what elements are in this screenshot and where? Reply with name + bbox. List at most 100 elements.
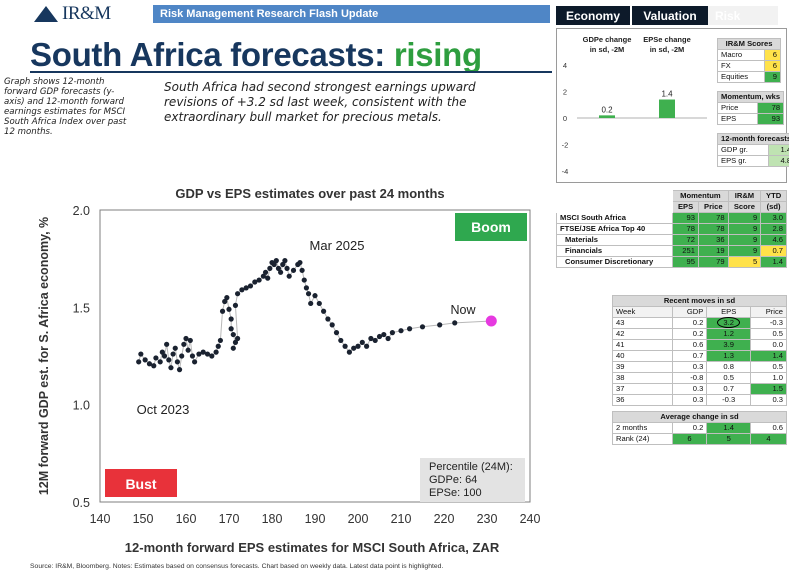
x-axis-ticks: 140 150 160 170 180 190 200 210 220 230 240 [90, 512, 541, 526]
data-point [213, 349, 219, 355]
data-point [196, 351, 202, 357]
mini-bar-eps [659, 99, 675, 118]
data-point [159, 349, 165, 355]
mini-header-eps-l2: in sd, -2M [650, 45, 685, 54]
tab-risk[interactable]: Risk [708, 6, 778, 25]
table-row: 39 0.3 0.8 0.5 [612, 361, 787, 373]
data-point [385, 335, 391, 342]
data-point [168, 365, 174, 371]
data-point [278, 269, 284, 275]
data-point [368, 335, 374, 342]
x-tick-label: 240 [520, 512, 541, 526]
momentum-wks-title: Momentum, wks [716, 91, 785, 103]
x-axis-label: 12-month forward EPS estimates for MSCI … [125, 540, 500, 555]
momentum-header: Momentum [672, 190, 729, 202]
data-point [228, 316, 234, 322]
data-point [301, 277, 307, 283]
lead-paragraph: South Africa had second strongest earnin… [164, 80, 476, 124]
x-tick-label: 150 [133, 512, 154, 526]
logo-text: IR&M [62, 3, 111, 24]
data-point [151, 363, 157, 369]
data-point [230, 331, 236, 338]
avg-change-title: Average change in sd [612, 411, 787, 423]
data-point [247, 283, 254, 289]
title-rule [30, 71, 552, 73]
table-row: MSCI South Africa 93 78 9 3.0 [555, 212, 787, 224]
score-label: Macro [716, 49, 766, 61]
y-tick-label: 1.5 [73, 301, 90, 315]
data-point [176, 367, 183, 373]
table-row: 37 0.3 0.7 1.5 [612, 383, 787, 395]
table-row: 40 0.7 1.3 1.4 [612, 350, 787, 362]
data-point [217, 337, 223, 344]
eps-header: EPS [706, 306, 752, 318]
momentum-table: Momentum IR&M YTD EPS Price Score (sd) M… [555, 190, 787, 268]
data-point [280, 261, 286, 268]
price-header: Price [697, 201, 729, 213]
forecast-label: EPS gr. [717, 155, 769, 167]
data-point [282, 258, 288, 264]
data-point [452, 320, 458, 326]
title-main: South Africa forecasts: [30, 36, 394, 73]
y-axis-ticks: 0.5 1.0 1.5 2.0 [73, 204, 90, 510]
main-scatter-chart: GDP vs EPS estimates over past 24 months… [37, 186, 541, 555]
score-label: FX [716, 60, 766, 72]
data-point [136, 359, 142, 365]
forecast-value: 1.4 [767, 144, 789, 156]
data-point [185, 347, 191, 353]
x-tick-label: 200 [348, 512, 369, 526]
x-tick-label: 160 [176, 512, 197, 526]
gdp-header: GDP [671, 306, 708, 318]
page-title: South Africa forecasts: rising [30, 36, 482, 74]
data-point [359, 339, 365, 345]
mini-y-tick: 0 [563, 114, 567, 123]
side-note: Graph shows 12-month forward GDP forecas… [4, 77, 127, 137]
data-point [286, 273, 292, 279]
data-point [235, 291, 241, 297]
data-point [346, 349, 352, 355]
data-point [200, 349, 206, 355]
chart-title: GDP vs EPS estimates over past 24 months [175, 186, 444, 201]
data-point [407, 326, 413, 332]
data-point [215, 343, 221, 349]
data-point [398, 328, 404, 334]
footer-note: Source: IR&M, Bloomberg. Notes: Estimate… [30, 563, 444, 570]
percentile-box [420, 458, 525, 502]
x-tick-label: 140 [90, 512, 111, 526]
now-point [485, 315, 497, 327]
mini-header-gdp-l2: in sd, -2M [590, 45, 625, 54]
bust-label: Bust [125, 476, 156, 492]
data-point [297, 259, 303, 266]
tab-valuation[interactable]: Valuation [632, 6, 708, 25]
x-tick-label: 220 [434, 512, 455, 526]
data-point [351, 345, 357, 351]
week-header: Week [612, 306, 673, 318]
data-point [204, 351, 211, 357]
section-tabs: Economy Valuation Risk [556, 6, 778, 25]
data-point [419, 324, 426, 330]
data-point [164, 341, 170, 347]
table-row: 43 0.2 3.2 -0.3 [612, 317, 787, 329]
mini-y-tick: 4 [563, 61, 567, 70]
momentum-value: 93 [757, 113, 785, 125]
data-point [232, 339, 239, 345]
data-point [222, 298, 228, 305]
tab-economy[interactable]: Economy [556, 6, 630, 25]
title-accent: rising [393, 36, 482, 73]
momentum-label: Price [716, 102, 759, 114]
score-value: 9 [764, 71, 781, 83]
data-point [219, 308, 226, 314]
y-tick-label: 2.0 [73, 204, 90, 218]
data-point [174, 359, 180, 365]
scores-title: IR&M Scores [717, 38, 781, 50]
data-point [299, 267, 305, 273]
data-point [290, 267, 297, 273]
now-label: Now [450, 303, 476, 317]
y-tick-label: 1.0 [73, 399, 90, 413]
data-point [437, 322, 443, 328]
data-point [275, 265, 282, 271]
table-row: FTSE/JSE Africa Top 40 78 78 9 2.8 [555, 223, 787, 235]
data-point [172, 345, 178, 351]
highlight-ellipse: 3.2 [717, 317, 740, 328]
mini-label-gdp: 0.2 [601, 105, 613, 114]
